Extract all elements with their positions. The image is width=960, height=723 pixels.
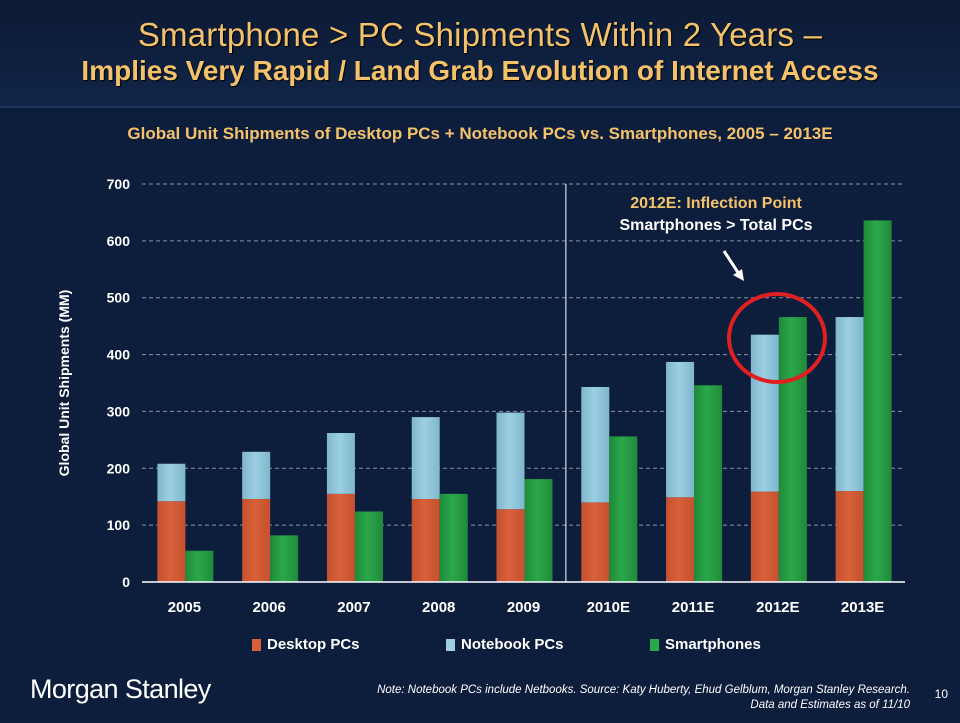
callout-arrow bbox=[722, 250, 744, 281]
y-tick-label: 400 bbox=[107, 347, 131, 363]
legend-swatch-smartphones bbox=[650, 638, 659, 651]
x-tick-label: 2013E bbox=[841, 599, 884, 616]
bar-desktop-2012E bbox=[750, 491, 779, 582]
bar-notebook-2005 bbox=[157, 463, 186, 502]
y-tick-label: 300 bbox=[107, 403, 131, 419]
bar-desktop-2009 bbox=[496, 509, 525, 582]
bar-desktop-2010E bbox=[581, 502, 610, 582]
bar-smartphone-2006 bbox=[270, 535, 299, 582]
source-note-line-1: Note: Notebook PCs include Netbooks. Sou… bbox=[377, 684, 910, 696]
legend-label-smartphones: Smartphones bbox=[665, 636, 761, 653]
inflection-callout: 2012E: Inflection Point Smartphones > To… bbox=[586, 193, 846, 237]
legend-label-desktop: Desktop PCs bbox=[267, 636, 360, 653]
x-tick-label: 2007 bbox=[337, 599, 370, 616]
bar-notebook-2010E bbox=[581, 386, 610, 503]
y-tick-label: 600 bbox=[107, 233, 131, 249]
bar-notebook-2009 bbox=[496, 412, 525, 510]
y-axis-label: Global Unit Shipments (MM) bbox=[56, 290, 72, 477]
bar-desktop-2006 bbox=[242, 498, 271, 582]
slide-header: Smartphone > PC Shipments Within 2 Years… bbox=[0, 0, 960, 108]
bar-desktop-2007 bbox=[326, 493, 355, 582]
bar-notebook-2006 bbox=[242, 451, 271, 499]
x-tick-label: 2008 bbox=[422, 599, 455, 616]
x-tick-label: 2010E bbox=[587, 599, 630, 616]
bar-desktop-2013E bbox=[835, 491, 864, 582]
slide-title: Smartphone > PC Shipments Within 2 Years… bbox=[137, 16, 823, 53]
legend-item-desktop: Desktop PCs bbox=[252, 636, 360, 653]
bar-smartphone-2005 bbox=[185, 550, 214, 582]
callout-line-1: 2012E: Inflection Point bbox=[630, 195, 802, 212]
bar-smartphone-2010E bbox=[609, 436, 638, 582]
bar-smartphone-2013E bbox=[863, 220, 892, 583]
slide-subtitle: Implies Very Rapid / Land Grab Evolution… bbox=[81, 55, 879, 86]
chart-title: Global Unit Shipments of Desktop PCs + N… bbox=[127, 124, 833, 143]
y-tick-label: 200 bbox=[107, 460, 131, 476]
y-tick-label: 0 bbox=[122, 574, 130, 590]
bar-smartphone-2008 bbox=[439, 493, 468, 582]
bar-smartphone-2011E bbox=[694, 385, 723, 582]
page-number: 10 bbox=[934, 687, 948, 701]
legend-swatch-notebook bbox=[446, 638, 455, 651]
source-note-line-2: Data and Estimates as of 11/10 bbox=[750, 699, 910, 711]
bar-notebook-2011E bbox=[666, 361, 695, 498]
legend-label-notebook: Notebook PCs bbox=[461, 636, 564, 653]
bar-notebook-2007 bbox=[326, 433, 355, 494]
bar-desktop-2005 bbox=[157, 501, 186, 582]
x-tick-label: 2005 bbox=[168, 599, 201, 616]
y-tick-label: 700 bbox=[107, 176, 131, 192]
axes: 0 100 200 300 400 500 600 700 2005 2006 2007 2008 20… bbox=[107, 176, 905, 616]
source-note: Note: Notebook PCs include Netbooks. Sou… bbox=[310, 683, 910, 713]
x-tick-label: 2006 bbox=[252, 599, 285, 616]
morgan-stanley-logo: Morgan Stanley bbox=[30, 674, 211, 704]
bar-smartphone-2009 bbox=[524, 479, 553, 582]
bar-desktop-2008 bbox=[411, 498, 440, 582]
legend-item-smartphones: Smartphones bbox=[650, 636, 761, 653]
x-tick-label: 2009 bbox=[507, 599, 540, 616]
bar-desktop-2011E bbox=[666, 497, 695, 582]
callout-line-2: Smartphones > Total PCs bbox=[619, 217, 813, 234]
inflection-circle bbox=[727, 292, 827, 384]
bar-notebook-2012E bbox=[750, 334, 779, 492]
legend: Desktop PCs Notebook PCs Smartphones bbox=[0, 636, 960, 656]
x-tick-label: 2011E bbox=[672, 599, 715, 616]
bars bbox=[157, 220, 892, 583]
y-tick-label: 100 bbox=[107, 517, 131, 533]
bar-smartphone-2012E bbox=[778, 317, 807, 582]
bar-notebook-2008 bbox=[411, 417, 440, 499]
bar-notebook-2013E bbox=[835, 317, 864, 492]
x-tick-label: 2012E bbox=[756, 599, 799, 616]
legend-item-notebook: Notebook PCs bbox=[446, 636, 564, 653]
y-tick-label: 500 bbox=[107, 290, 131, 306]
bar-smartphone-2007 bbox=[354, 511, 383, 582]
legend-swatch-desktop bbox=[252, 638, 261, 651]
